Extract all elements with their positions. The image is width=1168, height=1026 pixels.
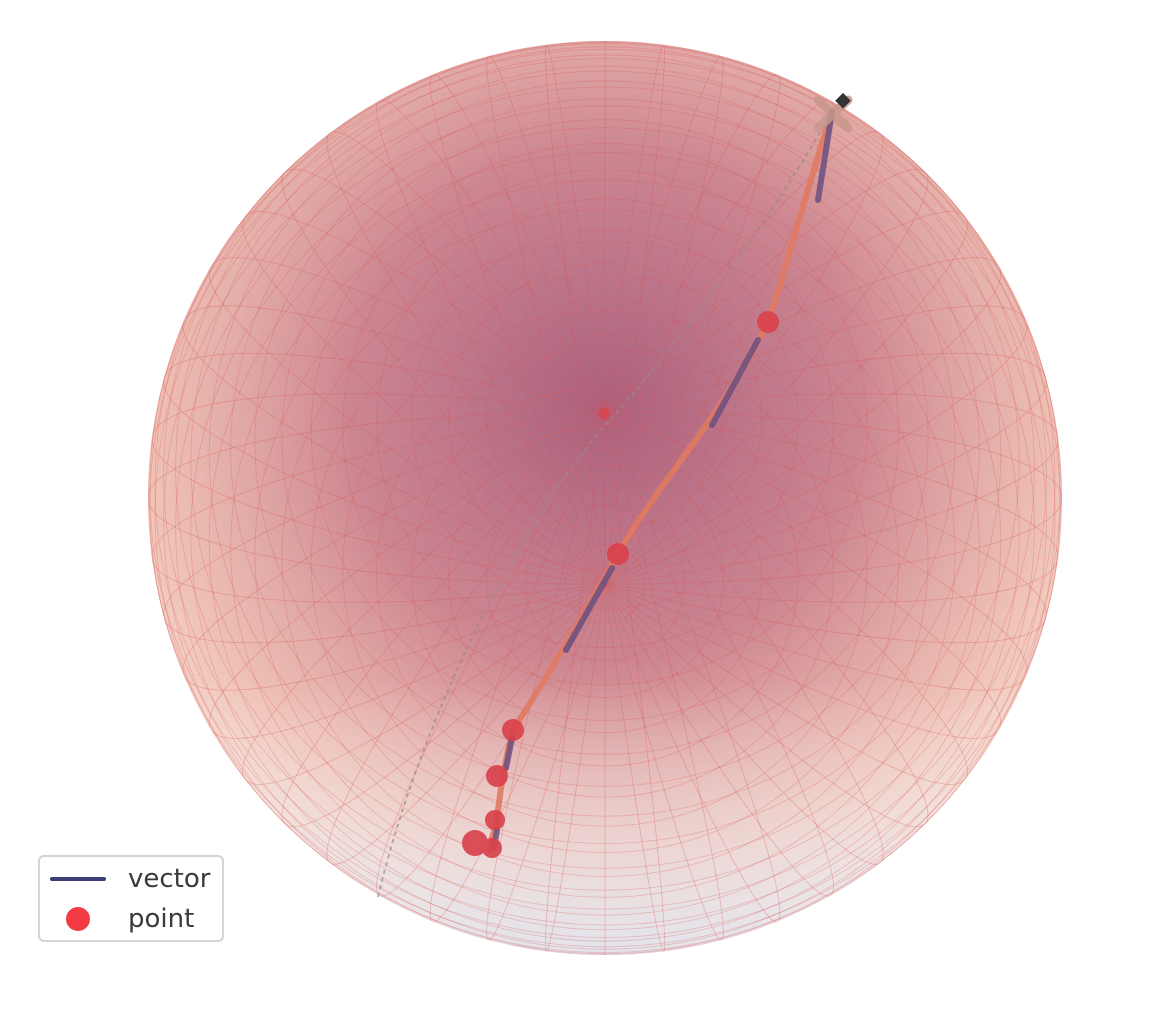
grid-line	[604, 411, 666, 952]
start-marker	[813, 92, 853, 133]
grid-line	[604, 411, 724, 941]
grid-line	[604, 44, 666, 585]
grid-line	[281, 241, 929, 877]
grid-line	[310, 142, 900, 721]
grid-line	[281, 411, 606, 828]
grid-line	[241, 411, 606, 785]
grid-line	[604, 74, 781, 585]
grid-line	[182, 411, 606, 691]
grid-line	[326, 131, 606, 585]
grid-line	[208, 411, 606, 739]
grid-line	[544, 411, 606, 952]
grid-line	[604, 411, 969, 785]
grid-line	[604, 168, 929, 585]
grid-line	[175, 105, 1035, 950]
legend: vector point	[38, 855, 224, 942]
point-marker	[607, 543, 629, 565]
grid-line	[163, 41, 1047, 910]
grid-line	[604, 352, 1047, 585]
sphere-pole-center	[598, 408, 610, 420]
grid-line	[411, 386, 799, 767]
grid-line	[604, 411, 1062, 585]
point-marker	[485, 810, 505, 830]
point-marker	[502, 719, 524, 741]
grid-line	[604, 257, 1002, 585]
grid-line	[604, 393, 1059, 585]
grid-line	[342, 169, 868, 686]
sphere-bottom-fade	[148, 41, 1062, 955]
vector-segments	[491, 109, 835, 851]
grid-line	[163, 352, 606, 585]
grid-line	[604, 411, 884, 865]
grid-line	[604, 305, 1028, 585]
points	[462, 311, 779, 858]
grid-line	[525, 334, 685, 492]
grid-line	[241, 211, 606, 585]
legend-item-vector: vector	[40, 863, 222, 895]
legend-vector-label: vector	[128, 864, 211, 894]
grid-line	[429, 74, 606, 585]
grid-line	[604, 411, 1059, 603]
grid-line	[154, 41, 1056, 926]
point-marker	[462, 830, 488, 856]
legend-point-swatch	[66, 907, 90, 931]
grid-line	[281, 168, 606, 585]
legend-point-label: point	[128, 904, 195, 934]
grid-line	[151, 393, 606, 585]
grid-line	[230, 179, 980, 916]
legend-item-point: point	[40, 903, 222, 935]
vector-segment	[815, 109, 835, 203]
point-marker	[482, 838, 502, 858]
grid-line	[604, 131, 884, 585]
grid-line	[151, 411, 606, 603]
grid-line	[604, 411, 929, 828]
grid-line	[163, 411, 606, 644]
grid-line	[310, 275, 900, 854]
vector-segment	[563, 565, 615, 653]
point-marker	[757, 311, 779, 333]
grid-line	[604, 211, 969, 585]
grid-line	[208, 257, 606, 585]
grid-line	[411, 229, 799, 610]
grid-line	[254, 98, 956, 787]
grid-line	[564, 372, 646, 452]
sphere-grid	[148, 41, 1062, 955]
grid-line	[148, 411, 606, 585]
point-marker	[486, 765, 508, 787]
grid-line	[604, 411, 781, 922]
grid-line	[448, 425, 762, 734]
grid-line	[376, 99, 606, 585]
grid-line	[486, 55, 606, 585]
grid-line	[544, 44, 606, 585]
grid-line	[230, 80, 980, 817]
vector-segment	[503, 735, 515, 771]
grid-line	[604, 411, 834, 897]
grid-line	[486, 298, 724, 532]
grid-line	[429, 411, 606, 922]
grid-line	[190, 54, 1020, 869]
grid-line	[604, 411, 1047, 644]
grid-line	[376, 347, 834, 798]
grid-line	[342, 310, 868, 827]
grid-line	[149, 42, 1061, 938]
grid-line	[281, 119, 929, 755]
grid-line	[486, 411, 606, 941]
vector-segment	[709, 337, 761, 428]
grid-line	[376, 198, 834, 649]
grid-line	[604, 411, 1028, 691]
legend-vector-swatch	[50, 877, 106, 881]
grid-line	[448, 262, 762, 571]
grid-line	[326, 411, 606, 865]
grid-line	[182, 305, 606, 585]
grid-line	[208, 65, 1002, 844]
grid-line	[254, 209, 956, 898]
grid-line	[604, 411, 1002, 739]
